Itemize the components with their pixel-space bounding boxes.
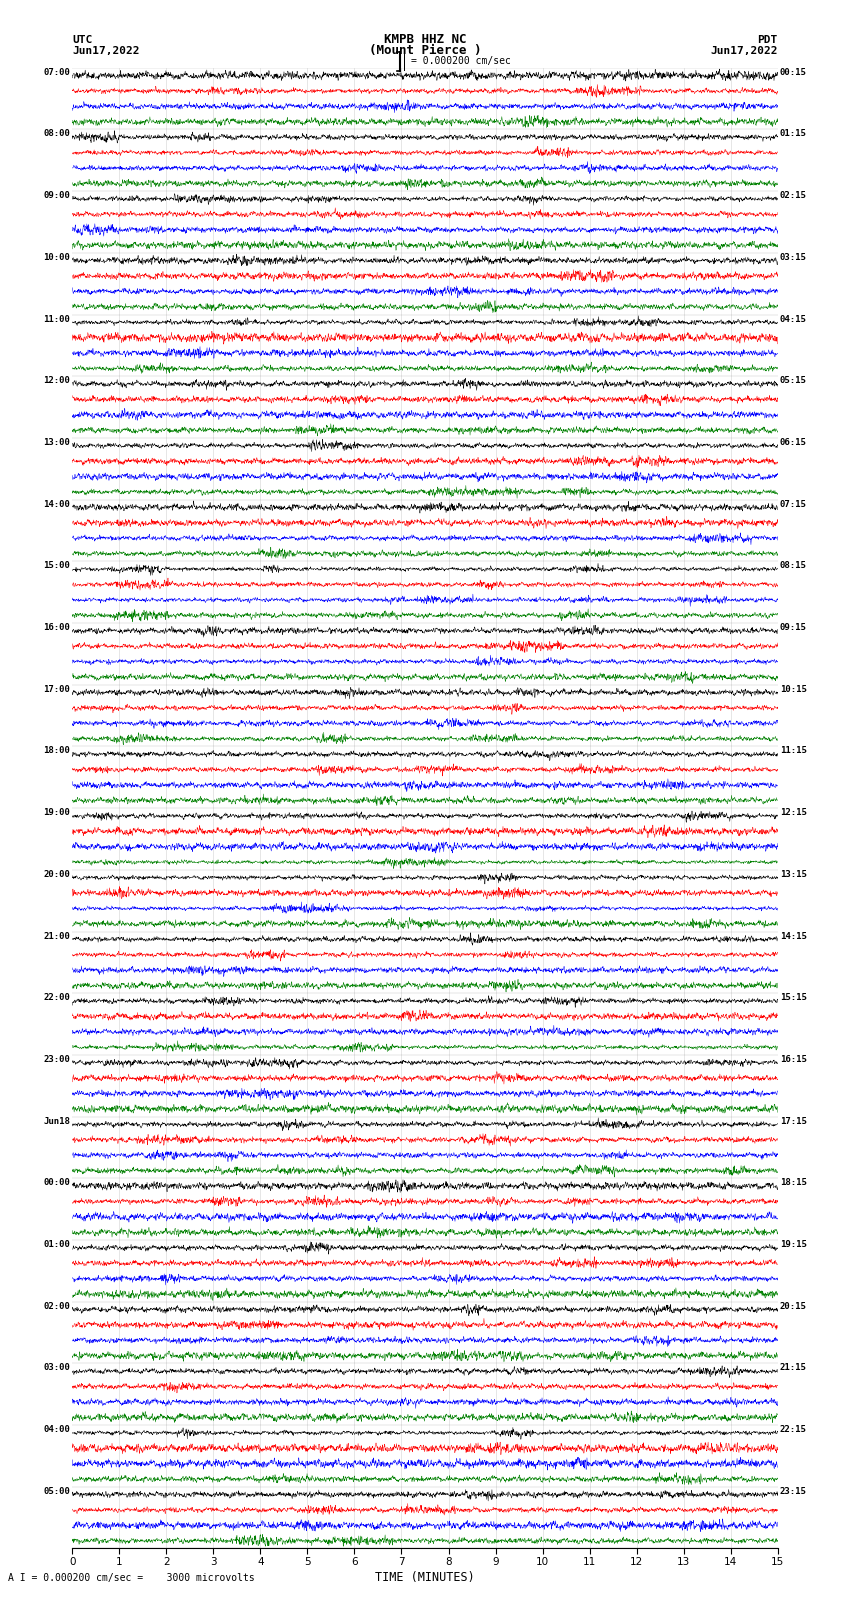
Text: 07:00: 07:00: [43, 68, 71, 77]
Text: 05:15: 05:15: [779, 376, 807, 386]
Text: 19:00: 19:00: [43, 808, 71, 818]
Text: 15:15: 15:15: [779, 994, 807, 1002]
Text: 10:00: 10:00: [43, 253, 71, 261]
Text: 06:15: 06:15: [779, 439, 807, 447]
Text: 03:15: 03:15: [779, 253, 807, 261]
Text: 15:00: 15:00: [43, 561, 71, 571]
Text: Jun18: Jun18: [43, 1116, 71, 1126]
Text: 18:00: 18:00: [43, 747, 71, 755]
Text: 03:00: 03:00: [43, 1363, 71, 1373]
Text: 17:00: 17:00: [43, 686, 71, 694]
Text: A I = 0.000200 cm/sec =    3000 microvolts: A I = 0.000200 cm/sec = 3000 microvolts: [8, 1573, 255, 1582]
Text: 23:15: 23:15: [779, 1487, 807, 1495]
Text: 08:00: 08:00: [43, 129, 71, 139]
Text: 05:00: 05:00: [43, 1487, 71, 1495]
Text: 20:00: 20:00: [43, 869, 71, 879]
Text: 12:00: 12:00: [43, 376, 71, 386]
Text: KMPB HHZ NC: KMPB HHZ NC: [383, 32, 467, 47]
Text: 01:00: 01:00: [43, 1240, 71, 1248]
Text: 22:15: 22:15: [779, 1426, 807, 1434]
Text: (Mount Pierce ): (Mount Pierce ): [369, 44, 481, 58]
Text: 02:00: 02:00: [43, 1302, 71, 1311]
X-axis label: TIME (MINUTES): TIME (MINUTES): [375, 1571, 475, 1584]
Text: 16:00: 16:00: [43, 623, 71, 632]
Text: 00:15: 00:15: [779, 68, 807, 77]
Text: 19:15: 19:15: [779, 1240, 807, 1248]
Text: 09:00: 09:00: [43, 192, 71, 200]
Text: Jun17,2022: Jun17,2022: [711, 45, 778, 56]
Text: 20:15: 20:15: [779, 1302, 807, 1311]
Text: 13:00: 13:00: [43, 439, 71, 447]
Text: 21:15: 21:15: [779, 1363, 807, 1373]
Text: 17:15: 17:15: [779, 1116, 807, 1126]
Text: 08:15: 08:15: [779, 561, 807, 571]
Text: 09:15: 09:15: [779, 623, 807, 632]
Text: UTC: UTC: [72, 34, 93, 45]
Text: 04:15: 04:15: [779, 315, 807, 324]
Text: 11:00: 11:00: [43, 315, 71, 324]
Text: 14:15: 14:15: [779, 932, 807, 940]
Text: 11:15: 11:15: [779, 747, 807, 755]
Text: 02:15: 02:15: [779, 192, 807, 200]
Text: 18:15: 18:15: [779, 1177, 807, 1187]
Text: PDT: PDT: [757, 34, 778, 45]
Text: 21:00: 21:00: [43, 932, 71, 940]
Text: = 0.000200 cm/sec: = 0.000200 cm/sec: [411, 56, 510, 66]
Text: 00:00: 00:00: [43, 1177, 71, 1187]
Text: 04:00: 04:00: [43, 1426, 71, 1434]
Text: 12:15: 12:15: [779, 808, 807, 818]
Text: 22:00: 22:00: [43, 994, 71, 1002]
Text: 01:15: 01:15: [779, 129, 807, 139]
Text: 14:00: 14:00: [43, 500, 71, 508]
Text: 07:15: 07:15: [779, 500, 807, 508]
Text: 10:15: 10:15: [779, 686, 807, 694]
Text: 13:15: 13:15: [779, 869, 807, 879]
Text: 23:00: 23:00: [43, 1055, 71, 1065]
Text: Jun17,2022: Jun17,2022: [72, 45, 139, 56]
Text: 16:15: 16:15: [779, 1055, 807, 1065]
